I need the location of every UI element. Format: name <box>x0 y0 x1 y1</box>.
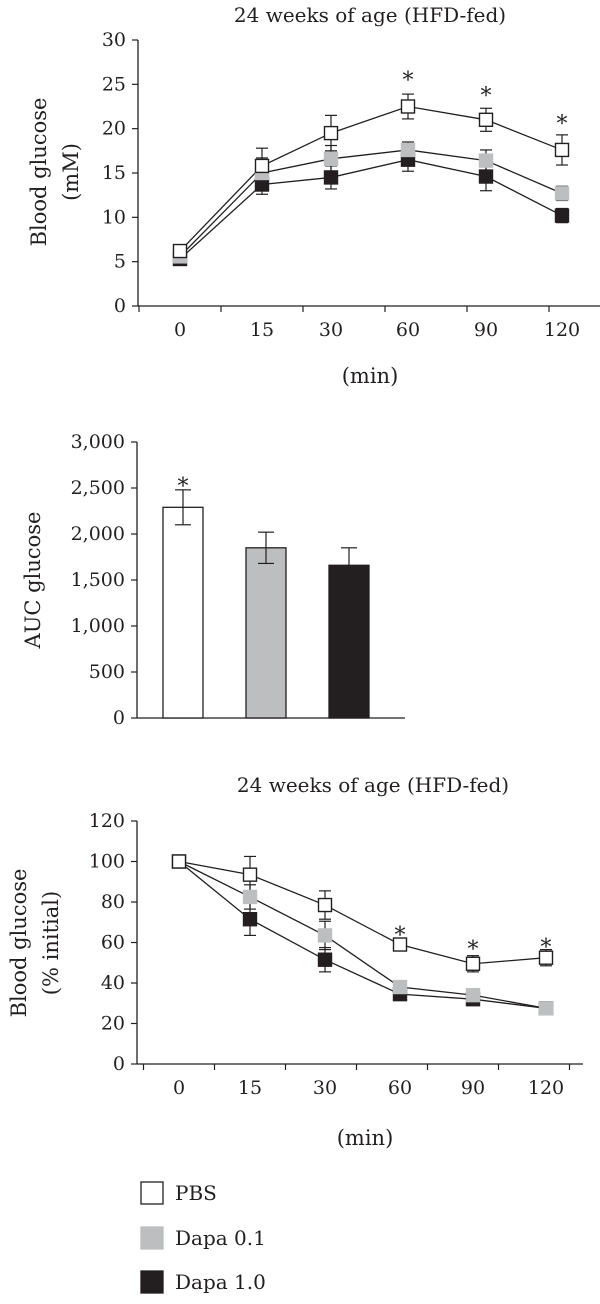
chart3-ylabel-line2: (% initial) <box>39 891 63 995</box>
chart1-series-2-point <box>478 169 494 184</box>
chart1-series-0-point <box>478 112 494 128</box>
chart2-significance-star: * <box>178 475 189 500</box>
chart3-ylabel-line1: Blood glucose <box>7 869 31 1018</box>
legend-label-0: PBS <box>175 1181 217 1205</box>
legend-label-1: Dapa 0.1 <box>175 1226 266 1250</box>
chart1-xtick-label: 90 <box>474 319 498 341</box>
chart1-series-0-point <box>172 243 188 259</box>
chart1-significance-star: * <box>557 112 568 137</box>
chart2-ytick-label: 500 <box>89 661 125 683</box>
chart3-series-1-point <box>317 928 333 943</box>
chart1-ytick-label: 10 <box>102 206 126 228</box>
chart1-series-0-point <box>400 99 416 114</box>
chart2-ylabel: AUC glucose <box>21 512 45 650</box>
chart3-ytick-label: 80 <box>101 891 125 913</box>
chart3-series-2-point <box>242 912 258 927</box>
chart3-series-1-point <box>465 987 481 1003</box>
chart3-significance-star: * <box>468 938 479 963</box>
chart3-xtick-label: 120 <box>528 1077 564 1099</box>
chart3-xtick-label: 0 <box>173 1077 185 1099</box>
chart1-series-1-line <box>179 149 563 257</box>
chart2-ytick-label: 1,000 <box>71 615 125 637</box>
chart1-ytick-label: 5 <box>114 251 126 273</box>
chart1-ytick-label: 20 <box>102 118 126 140</box>
chart3-title: 24 weeks of age (HFD-fed) <box>237 773 509 797</box>
legend-swatch-1 <box>140 1226 164 1250</box>
chart3-series-1-point <box>242 889 258 905</box>
chart2-ytick-label: 3,000 <box>71 431 125 453</box>
chart2-ytick-label: 0 <box>113 707 125 729</box>
chart3-series-0-point <box>242 867 258 882</box>
chart1-series-1-point <box>400 142 416 158</box>
chart1-series-1-point <box>554 186 570 201</box>
chart3-ytick-label: 120 <box>89 810 125 832</box>
chart2-ytick-label: 1,500 <box>71 569 125 591</box>
chart3-series-2-line <box>178 860 547 1009</box>
chart2-bar-1 <box>245 547 287 719</box>
chart1-ytick-label: 25 <box>102 73 126 95</box>
chart3-ytick-label: 60 <box>101 932 125 954</box>
chart1-ylabel-line2: (mM) <box>59 143 83 201</box>
chart1-ylabel-line1: Blood glucose <box>27 98 51 247</box>
chart1-xtick-label: 15 <box>250 319 274 341</box>
chart3-series-1-point <box>538 1001 554 1016</box>
legend-label-2: Dapa 1.0 <box>175 1270 266 1294</box>
chart3-xtick-label: 90 <box>461 1077 485 1099</box>
chart3-significance-star: * <box>395 923 406 948</box>
chart3-series-0-point <box>317 897 333 913</box>
legend-swatch-2 <box>140 1270 164 1294</box>
chart1-series-2-line <box>179 159 563 260</box>
chart1-significance-star: * <box>481 84 492 109</box>
chart1-title: 24 weeks of age (HFD-fed) <box>234 3 506 27</box>
chart1-series-0-point <box>254 158 270 174</box>
chart3-series-0-point <box>465 956 481 971</box>
chart3-series-0-line <box>178 860 547 965</box>
chart1-series-2-point <box>323 170 339 185</box>
chart3-series-0-point <box>392 937 408 952</box>
chart3-series-1-point <box>392 979 408 995</box>
chart3-xtick-label: 30 <box>313 1077 337 1099</box>
bar-chart-auc: AUC glucose 0 500 1,000 1,500 2,000 2,500 3,00… <box>21 431 405 729</box>
chart1-xtick-label: 30 <box>319 319 343 341</box>
chart3-xtick-label: 15 <box>238 1077 262 1099</box>
chart3-series-1-line <box>178 860 547 1009</box>
chart2-bar-2 <box>328 564 370 719</box>
chart1-series-1-point <box>323 151 339 167</box>
chart1-ytick-label: 15 <box>102 162 126 184</box>
legend: PBS Dapa 0.1 Dapa 1.0 <box>140 1181 266 1294</box>
line-chart-absolute-glucose: 24 weeks of age (HFD-fed) Blood glucose … <box>27 3 600 388</box>
chart3-xtick-label: 60 <box>388 1077 412 1099</box>
chart3-series-0-point <box>171 854 187 869</box>
chart3-significance-star: * <box>541 935 552 960</box>
chart2-ytick-label: 2,000 <box>71 523 125 545</box>
chart2-ytick-label: 2,500 <box>71 477 125 499</box>
chart3-ytick-label: 0 <box>113 1053 125 1075</box>
chart1-series-0-point <box>323 125 339 141</box>
chart1-significance-star: * <box>403 69 414 94</box>
chart1-series-0-point <box>554 142 570 158</box>
chart1-xlabel: (min) <box>342 364 399 388</box>
chart3-series-2-point <box>317 952 333 967</box>
chart1-xtick-label: 60 <box>396 319 420 341</box>
chart1-ytick-label: 0 <box>114 295 126 317</box>
chart3-xlabel: (min) <box>337 1126 394 1150</box>
legend-swatch-0 <box>140 1181 164 1205</box>
chart1-series-2-point <box>554 208 570 223</box>
chart1-xtick-label: 0 <box>174 319 186 341</box>
chart3-ytick-label: 20 <box>101 1013 125 1035</box>
chart3-series-0-point <box>538 950 554 965</box>
chart1-series-1-point <box>478 153 494 168</box>
chart3-ytick-label: 100 <box>89 851 125 873</box>
chart1-ytick-label: 30 <box>102 29 126 51</box>
chart2-bar-0 <box>162 506 204 719</box>
chart1-xtick-label: 120 <box>544 319 580 341</box>
line-chart-percent-initial: 24 weeks of age (HFD-fed) Blood glucose … <box>7 773 583 1150</box>
chart3-ytick-label: 40 <box>101 972 125 994</box>
chart1-series-0-line <box>179 105 563 252</box>
